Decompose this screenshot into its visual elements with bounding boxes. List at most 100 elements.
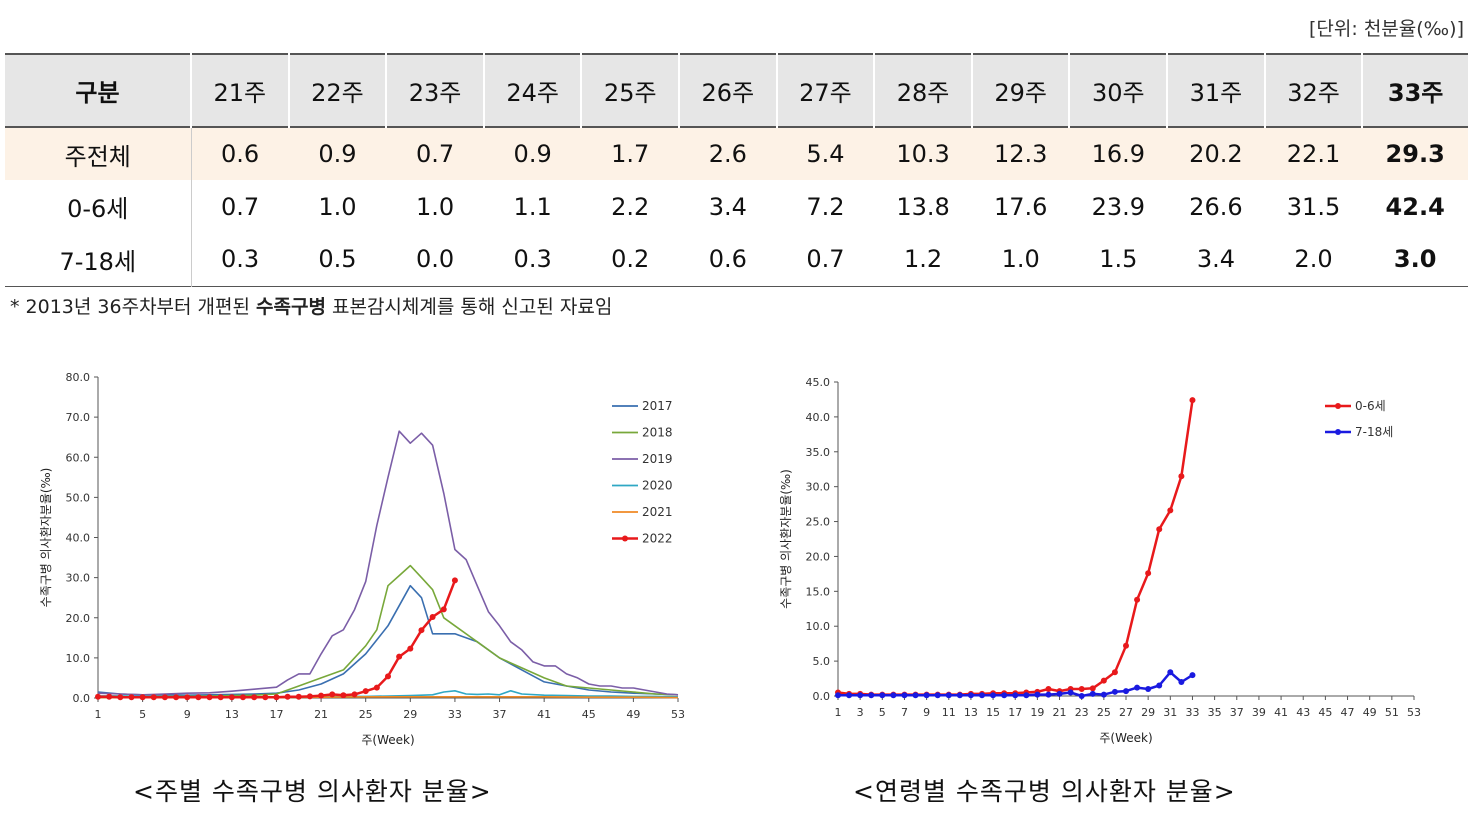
legend-label: 2018 bbox=[642, 426, 673, 440]
data-point-7-18세 bbox=[1078, 693, 1085, 699]
x-tick-label: 23 bbox=[1075, 706, 1089, 719]
week-header: 29주 bbox=[970, 54, 1070, 127]
y-axis-label: 수족구병 의사환자분율(‰) bbox=[779, 469, 793, 609]
data-point-2022 bbox=[251, 694, 258, 701]
right-chart-caption: <연령별 수족구병 의사환자 분율> bbox=[853, 777, 1236, 806]
table-cell: 0.2 bbox=[611, 245, 650, 274]
data-point-7-18세 bbox=[1100, 691, 1107, 698]
data-point-0-6세 bbox=[1156, 526, 1163, 533]
data-point-2022 bbox=[373, 684, 380, 691]
y-tick-label: 30.0 bbox=[66, 572, 91, 585]
y-tick-label: 30.0 bbox=[806, 481, 831, 494]
data-point-7-18세 bbox=[890, 692, 897, 699]
data-point-7-18세 bbox=[1167, 669, 1174, 676]
data-point-7-18세 bbox=[1012, 692, 1019, 699]
weekly-rate-chart: 0.0 10.0 20.0 30.0 40.0 50.0 60.0 70.0 80.0 1 5 9 13… bbox=[39, 371, 685, 747]
x-tick-label: 35 bbox=[1208, 706, 1222, 719]
x-tick-label: 17 bbox=[1008, 706, 1022, 719]
data-point-2022 bbox=[228, 694, 235, 701]
x-tick-label: 1 bbox=[95, 708, 102, 721]
table-header-row: 구분 21주 22주 23주 24주 25주 26주 27주 28주 29주 3… bbox=[5, 54, 1468, 127]
data-point-2022 bbox=[284, 693, 291, 700]
data-point-7-18세 bbox=[1123, 688, 1129, 695]
x-tick-label: 41 bbox=[1274, 706, 1288, 719]
y-tick-label: 5.0 bbox=[813, 655, 831, 668]
table-cell: 0.7 bbox=[806, 245, 845, 274]
table-row-age-0-6: 0-6세 0.7 1.0 1.0 1.1 2.2 3.4 7.2 13.8 17… bbox=[5, 180, 1468, 233]
data-point-7-18세 bbox=[835, 692, 841, 699]
data-point-0-6세 bbox=[1134, 596, 1141, 603]
table-cell-current: 42.4 bbox=[1385, 192, 1445, 221]
x-tick-label: 13 bbox=[225, 708, 239, 721]
series-line-0-6세 bbox=[837, 399, 1194, 696]
x-tick-label: 39 bbox=[1252, 706, 1266, 719]
y-tick-label: 0.0 bbox=[73, 692, 91, 705]
data-point-0-6세 bbox=[1178, 473, 1185, 480]
x-tick-label: 33 bbox=[448, 708, 462, 721]
y-tick-label: 10.0 bbox=[66, 652, 91, 665]
footnote: * 2013년 36주차부터 개편된 수족구병 표본감시체계를 통해 신고된 자… bbox=[10, 292, 612, 319]
y-tick-label: 20.0 bbox=[806, 550, 831, 563]
x-tick-label: 3 bbox=[857, 706, 864, 719]
data-point-7-18세 bbox=[1045, 691, 1052, 698]
data-point-7-18세 bbox=[846, 692, 853, 699]
table-cell: 0.3 bbox=[220, 245, 260, 274]
table-cell: 16.9 bbox=[1091, 140, 1145, 168]
series-line-2022 bbox=[98, 579, 457, 699]
x-tick-label: 1 bbox=[835, 706, 842, 719]
legend-label: 2017 bbox=[642, 399, 673, 413]
table-cell: 10.3 bbox=[896, 140, 950, 168]
data-point-2022 bbox=[351, 691, 358, 698]
table-cell: 0.3 bbox=[513, 245, 552, 274]
y-tick-label: 0.0 bbox=[813, 690, 831, 703]
table-cell: 1.0 bbox=[318, 192, 357, 221]
data-point-7-18세 bbox=[868, 692, 875, 699]
y-tick-label: 15.0 bbox=[806, 585, 831, 598]
table-cell: 1.1 bbox=[513, 192, 552, 221]
data-point-0-6세 bbox=[1100, 677, 1107, 684]
data-point-0-6세 bbox=[1111, 669, 1118, 676]
table-cell: 0.7 bbox=[415, 140, 455, 168]
x-tick-label: 43 bbox=[1296, 706, 1310, 719]
x-tick-label: 29 bbox=[403, 708, 417, 721]
data-point-2022 bbox=[117, 694, 124, 701]
data-point-2022 bbox=[139, 694, 146, 701]
x-tick-label: 47 bbox=[1341, 706, 1355, 719]
data-point-2022 bbox=[240, 694, 246, 701]
data-point-2022 bbox=[106, 693, 113, 700]
data-point-2022 bbox=[128, 694, 135, 701]
data-point-2022 bbox=[173, 694, 180, 701]
footnote-suffix: 표본감시체계를 통해 신고된 자료임 bbox=[325, 296, 613, 318]
week-header: 26주 bbox=[678, 54, 777, 127]
week-header: 31주 bbox=[1166, 54, 1265, 127]
data-point-2022 bbox=[206, 694, 213, 701]
data-point-7-18세 bbox=[1023, 692, 1030, 699]
y-tick-label: 25.0 bbox=[806, 516, 831, 529]
data-point-2022 bbox=[195, 694, 202, 701]
data-point-2022 bbox=[340, 692, 347, 699]
data-point-0-6세 bbox=[1167, 507, 1174, 514]
legend-label: 2021 bbox=[642, 505, 673, 519]
table-cell-current: 3.0 bbox=[1393, 245, 1437, 274]
table-cell: 12.3 bbox=[993, 140, 1048, 168]
x-tick-label: 49 bbox=[626, 708, 640, 721]
x-tick-label: 9 bbox=[923, 706, 930, 719]
table-cell: 0.5 bbox=[318, 245, 357, 274]
table-cell: 0.6 bbox=[220, 140, 260, 168]
data-point-7-18세 bbox=[912, 692, 919, 699]
x-tick-label: 53 bbox=[671, 708, 685, 721]
x-tick-label: 21 bbox=[1053, 706, 1067, 719]
x-tick-label: 45 bbox=[582, 708, 596, 721]
data-point-2022 bbox=[418, 627, 425, 634]
y-tick-label: 20.0 bbox=[66, 612, 91, 625]
weekly-rate-table: 구분 21주 22주 23주 24주 25주 26주 27주 28주 29주 3… bbox=[5, 53, 1468, 287]
x-axis-label: 주(Week) bbox=[361, 733, 414, 747]
data-point-2022 bbox=[362, 688, 369, 695]
y-tick-label: 35.0 bbox=[806, 446, 831, 459]
age-rate-chart: 0.05.010.015.020.025.030.035.040.045.01 3… bbox=[779, 376, 1421, 745]
x-tick-label: 7 bbox=[901, 706, 908, 719]
x-tick-label: 31 bbox=[1163, 706, 1177, 719]
table-cell: 1.0 bbox=[1001, 245, 1040, 274]
week-header: 21주 bbox=[190, 54, 289, 127]
x-tick-label: 19 bbox=[1030, 706, 1044, 719]
